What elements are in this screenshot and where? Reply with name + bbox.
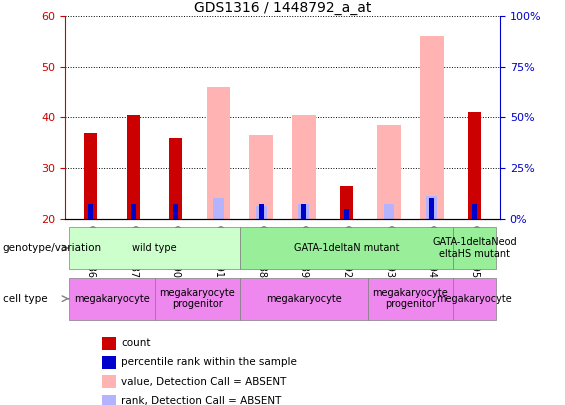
Bar: [344, 209, 349, 219]
Text: megakaryocyte: megakaryocyte: [437, 294, 512, 304]
Bar: [292, 115, 316, 219]
Bar: [429, 198, 434, 219]
Bar: [368, 278, 453, 320]
Text: cell type: cell type: [3, 294, 47, 304]
Text: rank, Detection Call = ABSENT: rank, Detection Call = ABSENT: [121, 396, 282, 405]
Bar: [256, 206, 267, 219]
Text: megakaryocyte
progenitor: megakaryocyte progenitor: [159, 288, 235, 309]
Text: megakaryocyte
progenitor: megakaryocyte progenitor: [372, 288, 449, 309]
Bar: [384, 203, 394, 219]
Bar: [240, 227, 453, 269]
Bar: [249, 135, 273, 219]
Text: percentile rank within the sample: percentile rank within the sample: [121, 358, 297, 367]
Bar: [298, 203, 309, 219]
Bar: [213, 198, 224, 219]
Bar: [69, 278, 155, 320]
Bar: [472, 203, 477, 219]
Bar: [259, 203, 264, 219]
Bar: [131, 203, 136, 219]
Text: GATA-1deltaNeod
eltaHS mutant: GATA-1deltaNeod eltaHS mutant: [432, 237, 517, 259]
Bar: [453, 227, 496, 269]
Bar: [127, 115, 140, 219]
Bar: [340, 186, 353, 219]
Bar: [69, 227, 240, 269]
Text: genotype/variation: genotype/variation: [3, 243, 102, 253]
Text: megakaryocyte: megakaryocyte: [266, 294, 342, 304]
Bar: [155, 278, 240, 320]
Bar: [301, 203, 306, 219]
Text: megakaryocyte: megakaryocyte: [74, 294, 150, 304]
Bar: [207, 87, 231, 219]
Text: GATA-1deltaN mutant: GATA-1deltaN mutant: [294, 243, 399, 253]
Text: count: count: [121, 338, 151, 348]
Bar: [173, 203, 179, 219]
Bar: [170, 138, 182, 219]
Bar: [240, 278, 368, 320]
Bar: [420, 36, 444, 219]
Bar: [377, 125, 401, 219]
Bar: [468, 112, 481, 219]
Text: wild type: wild type: [132, 243, 177, 253]
Bar: [453, 278, 496, 320]
Bar: [427, 196, 437, 219]
Bar: [84, 133, 97, 219]
Text: value, Detection Call = ABSENT: value, Detection Call = ABSENT: [121, 377, 287, 387]
Title: GDS1316 / 1448792_a_at: GDS1316 / 1448792_a_at: [194, 1, 371, 15]
Bar: [88, 203, 93, 219]
